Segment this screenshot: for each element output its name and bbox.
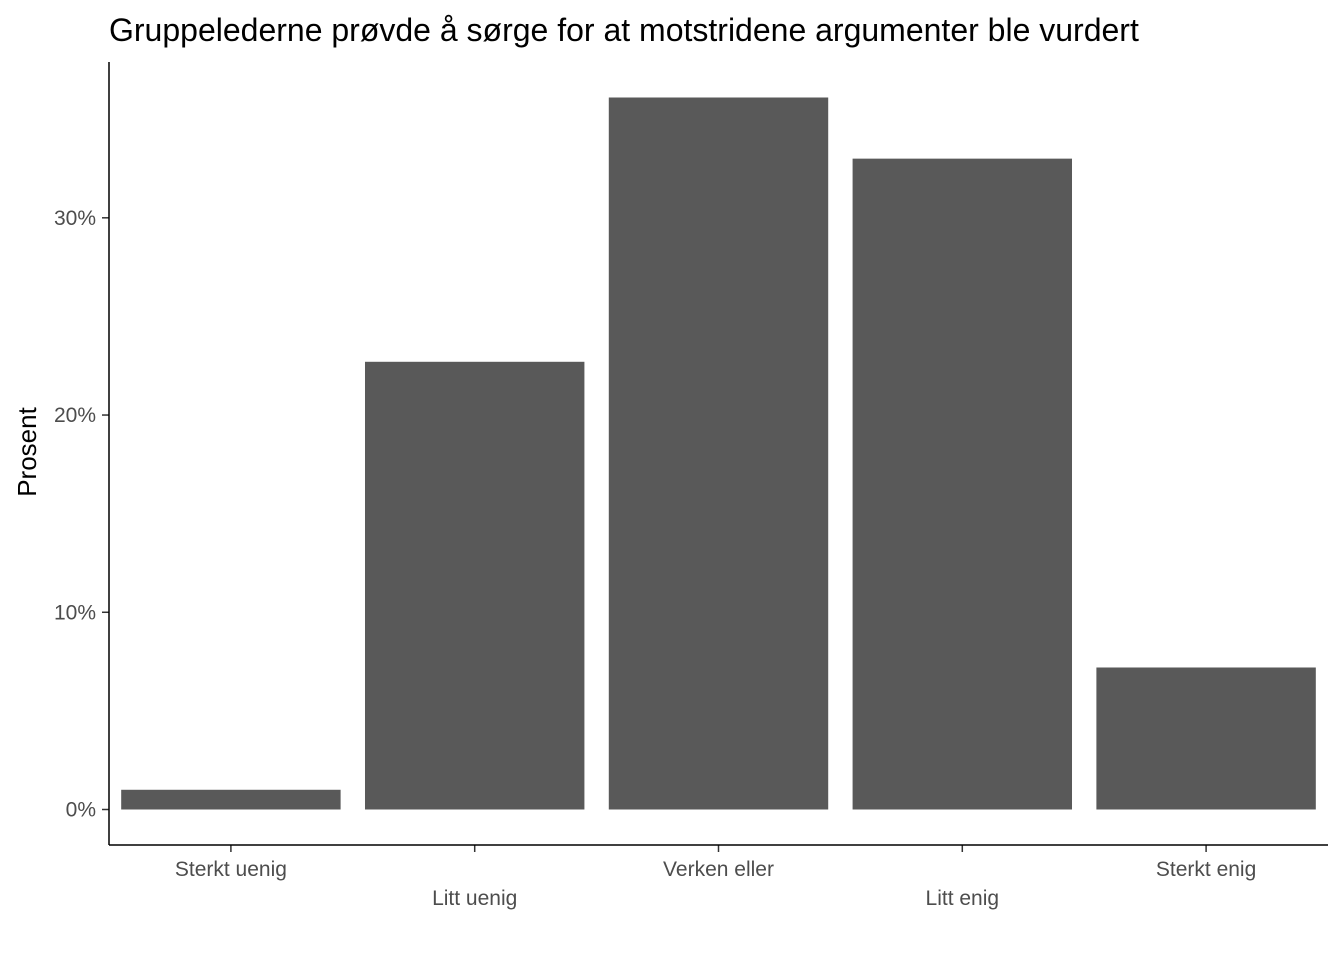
y-tick-label: 0% <box>66 798 96 821</box>
y-tick-label: 30% <box>54 207 96 230</box>
bar-litt-uenig <box>364 361 585 810</box>
x-tick-label: Sterkt uenig <box>175 858 287 881</box>
y-tick-label: 20% <box>54 404 96 427</box>
x-tick-label: Litt uenig <box>432 887 517 910</box>
y-axis-label: Prosent <box>12 406 42 496</box>
chart-title: Gruppelederne prøvde å sørge for at mots… <box>109 12 1139 48</box>
bar-sterkt-uenig <box>121 789 341 810</box>
bar-verken-eller <box>608 97 829 810</box>
bar-sterkt-enig <box>1096 667 1316 810</box>
x-tick-label: Litt enig <box>926 887 1000 910</box>
y-tick-label: 10% <box>54 601 96 624</box>
x-axis-ticks: Sterkt uenig Litt uenig Verken eller Litt e… <box>175 845 1256 910</box>
y-axis-ticks: 0% 10% 20% 30% <box>54 207 109 821</box>
bars-group <box>121 97 1316 810</box>
x-tick-label: Sterkt enig <box>1156 858 1256 881</box>
bar-litt-enig <box>852 158 1073 810</box>
x-tick-label: Verken eller <box>663 858 774 881</box>
